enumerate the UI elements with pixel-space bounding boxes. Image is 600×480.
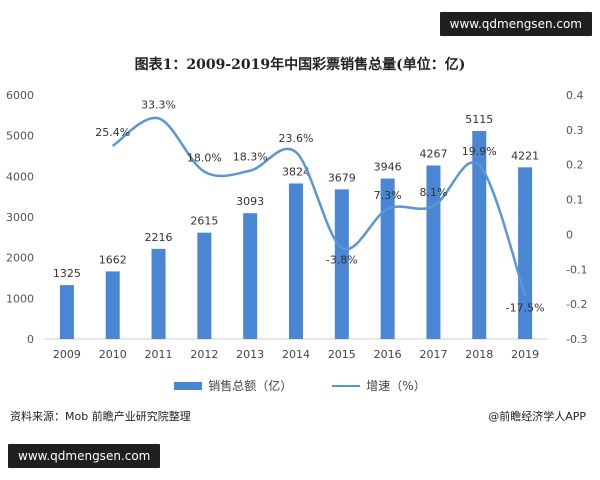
bar [197, 232, 212, 339]
x-tick-label: 2016 [374, 348, 402, 361]
growth-value-label: -3.8% [326, 254, 358, 267]
x-tick-label: 2017 [419, 348, 447, 361]
growth-value-label: 18.3% [233, 151, 268, 164]
bar [105, 271, 120, 339]
bar [518, 167, 533, 339]
growth-value-label: 19.9% [462, 145, 497, 158]
bar-value-label: 4267 [419, 147, 447, 160]
growth-value-label: 25.4% [95, 126, 130, 139]
x-tick-label: 2013 [236, 348, 264, 361]
y2-tick-label: -0.3 [566, 333, 587, 346]
x-tick-label: 2011 [145, 348, 173, 361]
watermark-top: www.qdmengsen.com [439, 12, 592, 36]
legend-item-growth: 增速（%） [332, 377, 426, 394]
y-tick-label: 5000 [6, 130, 34, 143]
bar-value-label: 3824 [282, 165, 310, 178]
bar-value-label: 1662 [99, 253, 127, 266]
bar-value-label: 3946 [374, 161, 402, 174]
bar-value-label: 4221 [511, 149, 539, 162]
growth-value-label: -17.5% [506, 301, 545, 314]
bar [380, 178, 395, 339]
growth-value-label: 33.3% [141, 98, 176, 111]
x-tick-label: 2009 [53, 348, 81, 361]
x-tick-label: 2012 [190, 348, 218, 361]
bar-value-label: 5115 [465, 113, 493, 126]
y-tick-label: 0 [27, 333, 34, 346]
chart-title: 图表1：2009-2019年中国彩票销售总量(单位：亿) [134, 57, 466, 73]
bar-value-label: 3093 [236, 195, 264, 208]
y2-tick-label: 0 [566, 228, 573, 241]
y2-tick-label: 0.3 [566, 124, 584, 137]
x-tick-label: 2015 [328, 348, 356, 361]
y2-tick-label: 0.4 [566, 89, 584, 102]
x-tick-label: 2018 [465, 348, 493, 361]
bar-value-label: 1325 [53, 267, 81, 280]
x-tick-label: 2010 [99, 348, 127, 361]
watermark-bottom: www.qdmengsen.com [8, 444, 161, 468]
chart-legend: 销售总额（亿） 增速（%） [0, 377, 600, 394]
growth-value-label: 23.6% [279, 132, 314, 145]
y2-tick-label: 0.1 [566, 194, 584, 207]
y-tick-label: 3000 [6, 211, 34, 224]
source-note: 资料来源：Mob 前瞻产业研究院整理 [10, 410, 191, 423]
bar-value-label: 3679 [328, 171, 356, 184]
y-tick-label: 6000 [6, 89, 34, 102]
bar [243, 213, 258, 339]
y2-tick-label: -0.2 [566, 298, 587, 311]
bar-value-label: 2615 [190, 215, 218, 228]
legend-label-growth: 增速（%） [366, 379, 426, 393]
bar-value-label: 2216 [145, 231, 173, 244]
growth-line [111, 116, 527, 296]
bar [151, 248, 166, 339]
y-tick-label: 4000 [6, 170, 34, 183]
legend-swatch-line [332, 384, 361, 387]
growth-value-label: 18.0% [187, 152, 222, 165]
growth-value-label: 7.3% [374, 189, 402, 202]
y-tick-label: 2000 [6, 252, 34, 265]
bar [472, 130, 487, 339]
legend-item-sales: 销售总额（亿） [174, 377, 292, 394]
growth-value-label: 8.1% [419, 186, 447, 199]
bar [334, 189, 349, 339]
y2-tick-label: 0.2 [566, 159, 584, 172]
bar [59, 285, 74, 339]
x-tick-label: 2019 [511, 348, 539, 361]
x-tick-label: 2014 [282, 348, 310, 361]
legend-swatch-bar [174, 381, 203, 390]
y2-tick-label: -0.1 [566, 263, 587, 276]
bar [426, 165, 441, 339]
y-tick-label: 1000 [6, 292, 34, 305]
bar [289, 183, 303, 339]
brand-credit: @前瞻经济学人APP [488, 410, 586, 423]
legend-label-sales: 销售总额（亿） [208, 379, 293, 393]
